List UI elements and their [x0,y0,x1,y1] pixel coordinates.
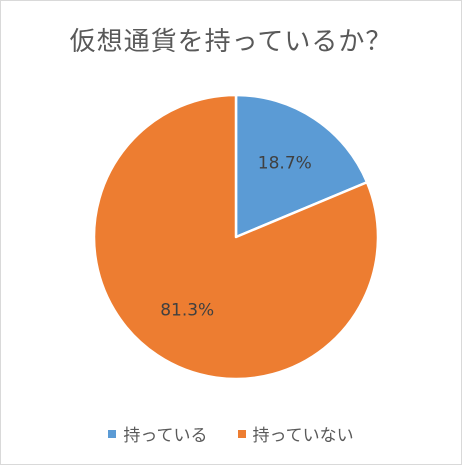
pie-slice-not-owned [92,93,380,381]
legend-label-not-owned: 持っていない [252,426,354,446]
legend-swatch-not-owned [237,429,246,438]
data-label-not-owned: 81.3% [160,300,214,320]
pie-slice-owned [234,93,369,239]
legend-swatch-owned [108,429,117,438]
data-label-owned: 18.7% [258,154,312,174]
chart-title: 仮想通貨を持っているか？ [69,27,393,57]
legend-item-owned: 持っている [108,421,208,446]
legend: 持っている 持っていない [1,421,461,446]
legend-item-not-owned: 持っていない [237,421,354,446]
legend-label-owned: 持っている [123,426,208,446]
